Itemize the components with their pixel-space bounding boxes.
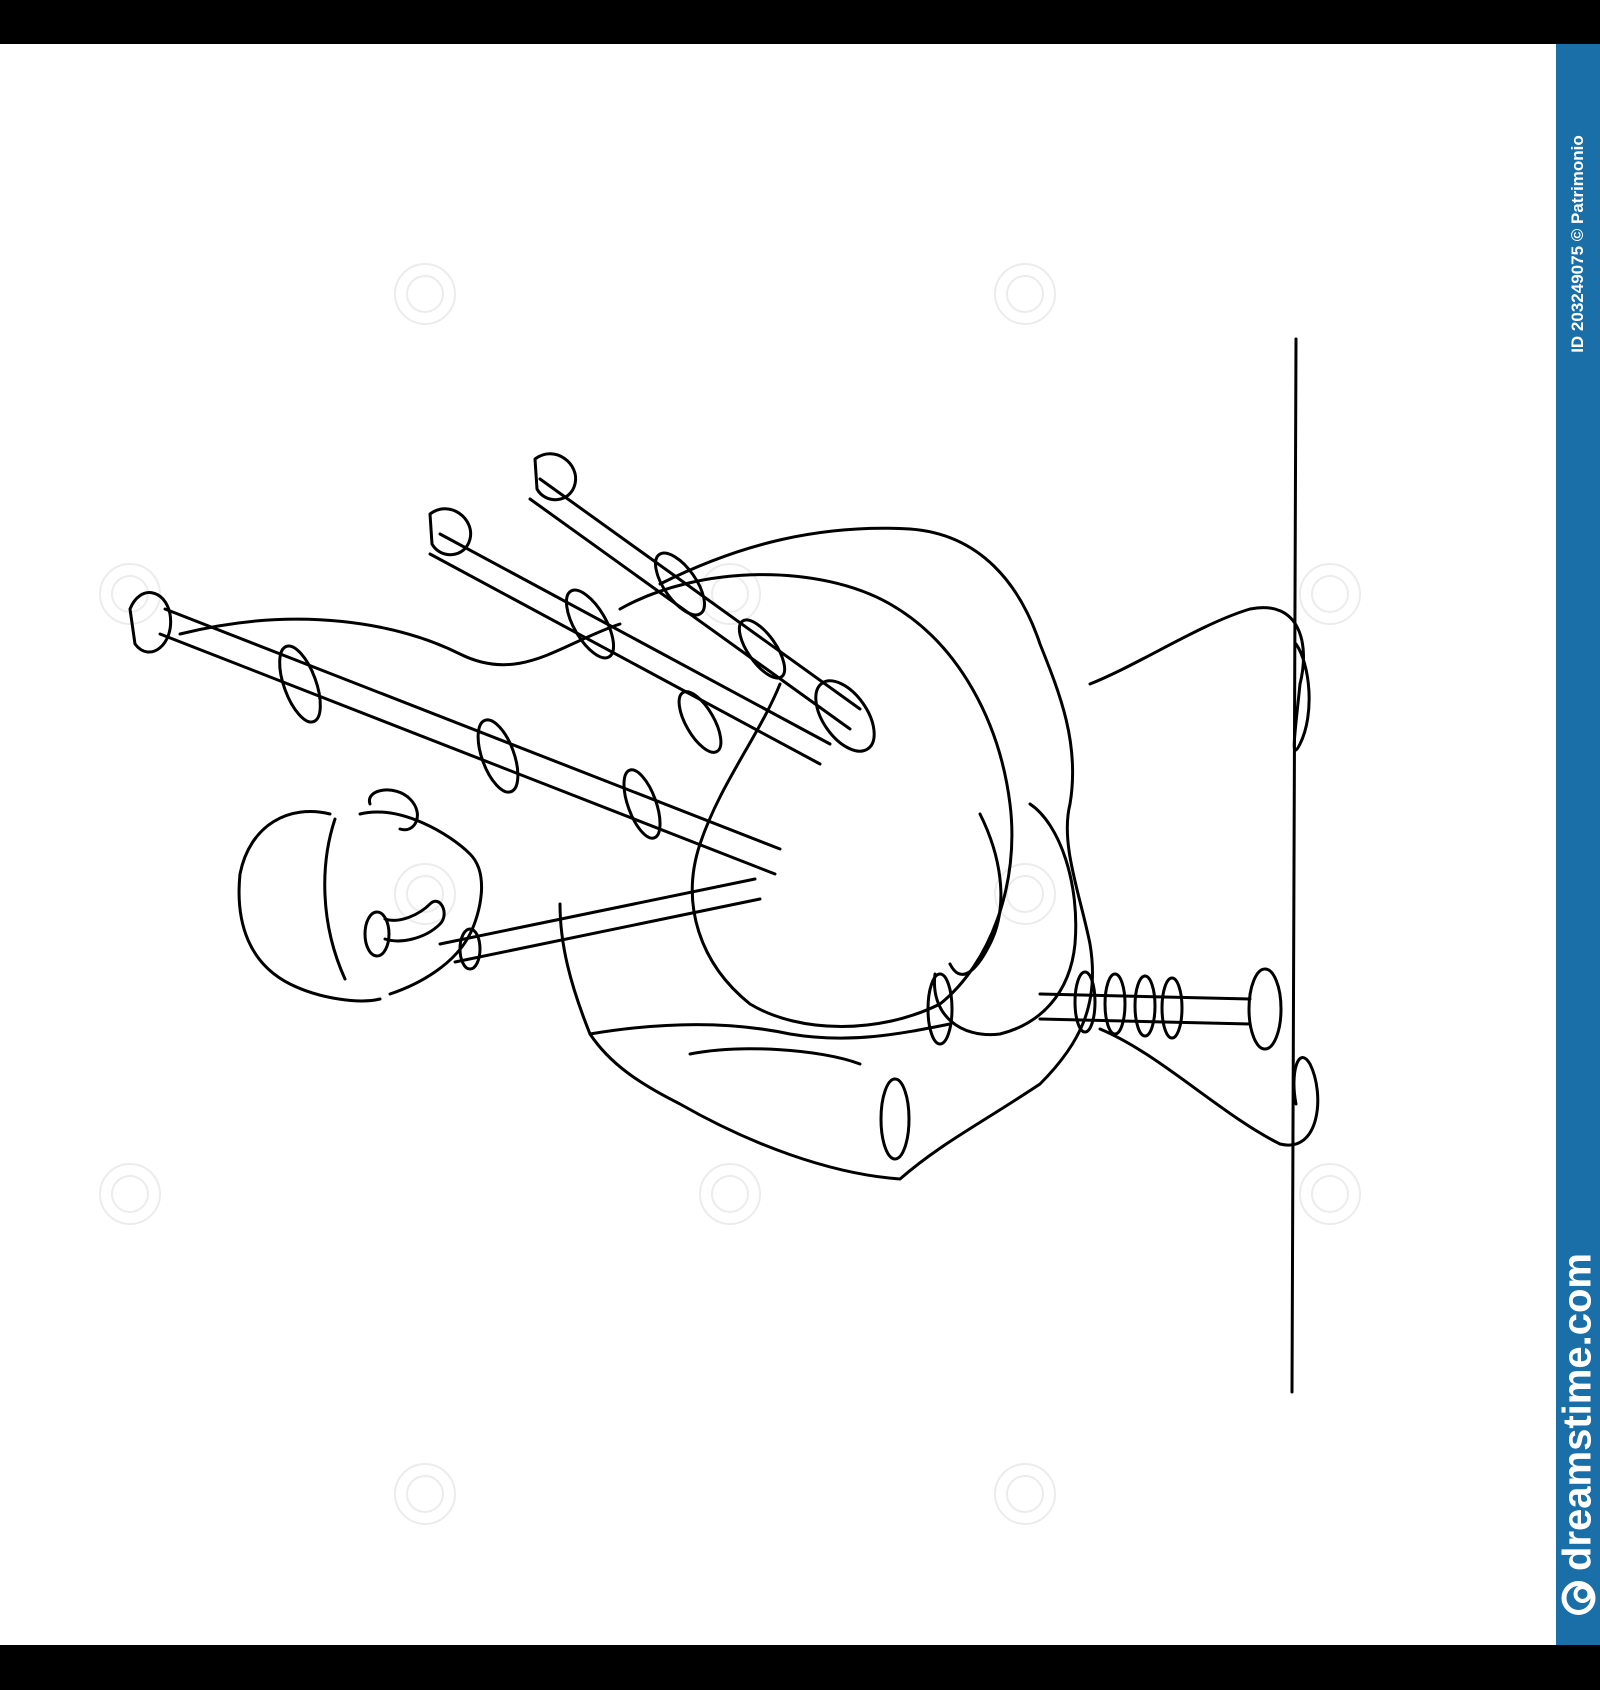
finger-3 <box>1133 974 1157 1038</box>
drone-middle <box>428 532 832 766</box>
leg-bottom <box>1098 1027 1320 1147</box>
mouth <box>383 900 446 943</box>
drone-long-joint-2 <box>476 718 520 794</box>
brand-watermark: dreamstime.com <box>1556 1253 1600 1615</box>
drone-long-cap <box>128 591 173 654</box>
line-art-illustration <box>99 263 1361 1525</box>
coat-hem <box>588 1022 952 1040</box>
kilt-loop-2 <box>926 972 954 1046</box>
watermark-pattern <box>99 263 1361 1525</box>
arm-inner <box>948 812 1003 976</box>
ground-line <box>1290 337 1298 1394</box>
blowpipe <box>438 877 762 964</box>
chanter-sole <box>1247 967 1283 1051</box>
dreamstime-logo-icon <box>1561 1580 1595 1615</box>
drone-short <box>528 477 862 731</box>
drone-short-cap <box>533 452 578 502</box>
drone-long-joint-3 <box>622 768 662 840</box>
finger-2 <box>1103 972 1127 1036</box>
drone-cord <box>178 617 622 667</box>
drone-short-joint-1 <box>654 551 706 617</box>
finger-1 <box>1073 970 1097 1034</box>
drone-short-stock <box>814 679 876 753</box>
image-credit: ID 203249075 © Patrimonio <box>1568 135 1587 353</box>
finger-4 <box>1160 976 1184 1040</box>
cap-band <box>323 817 347 981</box>
bag-outline <box>618 573 1014 1028</box>
face <box>358 810 484 996</box>
drone-long-joint-1 <box>278 644 322 724</box>
kilt-loop-1 <box>879 1077 911 1161</box>
leg-top <box>1088 606 1311 752</box>
drone-middle-joint-2 <box>677 690 723 754</box>
drone-long <box>158 607 782 876</box>
kilt-line <box>688 1047 862 1066</box>
arm-lower <box>932 802 1078 1037</box>
eye <box>363 910 391 958</box>
drone-middle-joint-1 <box>564 588 616 660</box>
brand-name: dreamstime.com <box>1556 1253 1600 1571</box>
blowpipe-stock <box>458 927 482 971</box>
watermark-strip: ID 203249075 © Patrimonio dreamstime.com <box>1556 44 1600 1645</box>
drone-middle-cap <box>428 507 473 557</box>
drone-short-joint-2 <box>737 618 787 680</box>
bagpiper-drawing <box>128 337 1320 1394</box>
image-canvas <box>0 44 1556 1645</box>
ear <box>368 788 419 832</box>
head-cap <box>237 810 382 1003</box>
chanter <box>1038 992 1252 1026</box>
